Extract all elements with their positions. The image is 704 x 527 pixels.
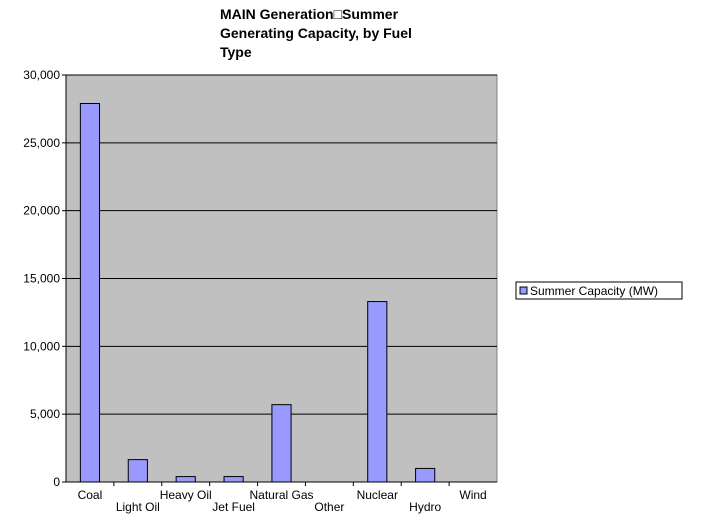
x-tick-label: Natural Gas [249, 488, 313, 502]
y-tick-label: 25,000 [23, 136, 60, 150]
legend-label: Summer Capacity (MW) [530, 284, 658, 298]
y-tick-label: 15,000 [23, 272, 60, 286]
chart-title-line-2: Generating Capacity, by Fuel [220, 25, 412, 41]
chart-title-line-3: Type [220, 44, 252, 60]
bar-hydro [415, 467, 436, 483]
x-tick-label: Wind [459, 488, 486, 502]
x-tick-label: Coal [78, 488, 103, 502]
bar-natural-gas [271, 404, 292, 483]
y-tick-label: 0 [53, 475, 60, 489]
bar-nuclear [367, 301, 388, 483]
legend-box [515, 281, 683, 300]
x-tick-label: Light Oil [116, 500, 160, 514]
x-tick-label: Nuclear [357, 488, 398, 502]
bar-coal [79, 102, 101, 483]
x-tick-label: Jet Fuel [212, 500, 255, 514]
legend: Summer Capacity (MW) [515, 281, 683, 300]
bar-heavy-oil [175, 476, 196, 483]
y-tick-label: 10,000 [23, 339, 60, 353]
x-tick-label: Other [314, 500, 344, 514]
y-tick-label: 20,000 [23, 204, 60, 218]
chart-title: MAIN Generation□Summer Generating Capaci… [220, 6, 412, 60]
bar-jet-fuel [223, 476, 244, 483]
gridlines [66, 74, 497, 415]
chart-title-line-1: MAIN Generation□Summer [220, 6, 399, 22]
x-tick-label: Hydro [409, 500, 441, 514]
y-axis-ticks: 0 5,000 10,000 15,000 20,000 25,000 30,000 [23, 68, 66, 489]
bar-light-oil [127, 459, 148, 483]
legend-swatch [519, 286, 528, 295]
y-tick-label: 5,000 [30, 407, 60, 421]
x-tick-label: Heavy Oil [160, 488, 212, 502]
bars [79, 102, 436, 483]
y-tick-label: 30,000 [23, 68, 60, 82]
